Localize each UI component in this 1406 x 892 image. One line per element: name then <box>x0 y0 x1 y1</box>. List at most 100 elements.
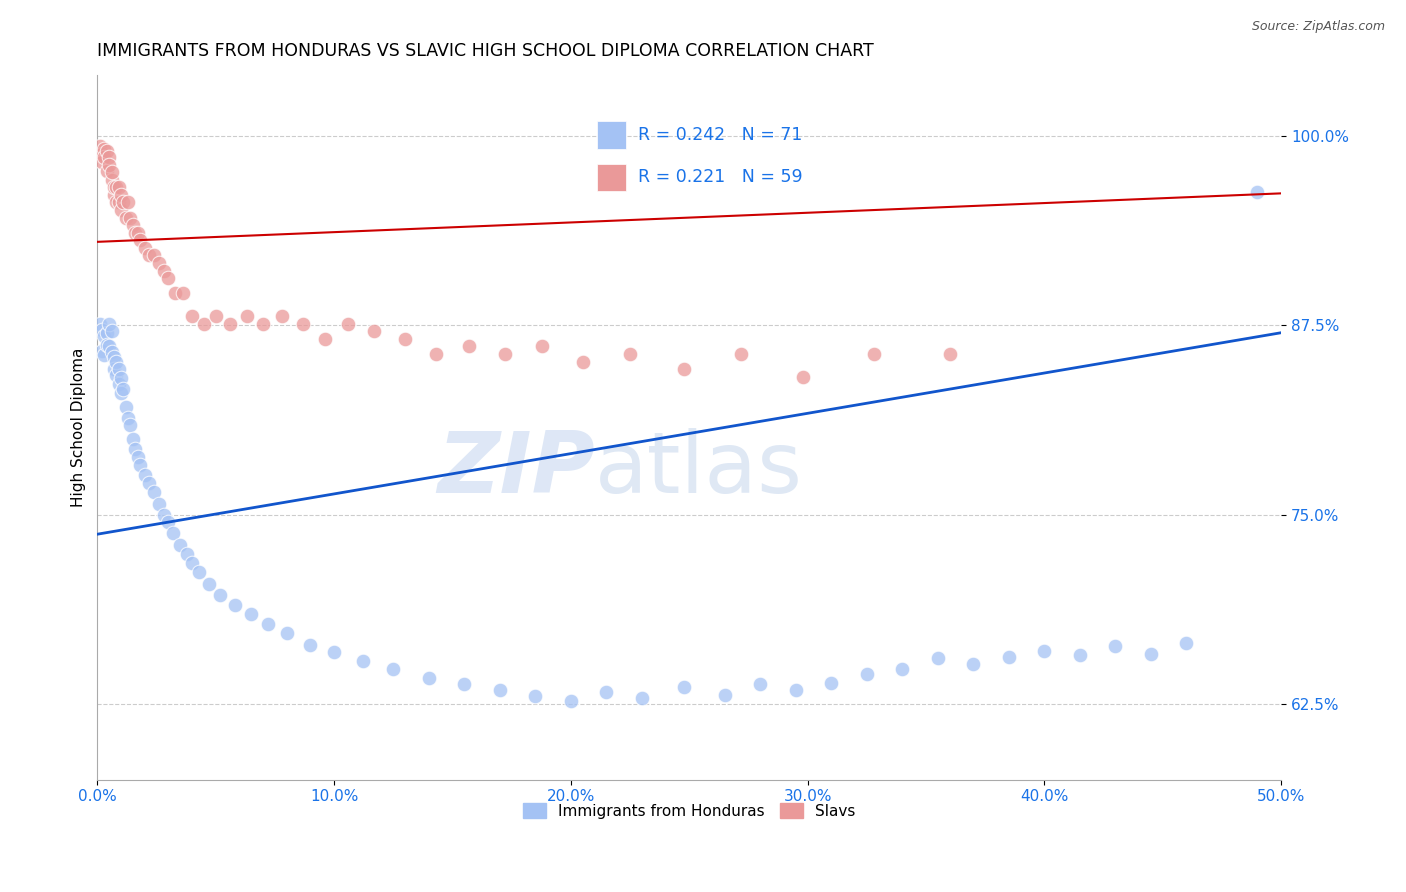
Point <box>112 195 135 210</box>
Point <box>148 497 170 511</box>
Point <box>363 324 385 338</box>
Point <box>157 271 180 285</box>
Point <box>98 158 121 172</box>
Point <box>673 362 696 376</box>
Point <box>418 671 440 685</box>
Point <box>252 317 274 331</box>
Point <box>1175 636 1198 650</box>
Point <box>271 309 294 323</box>
Point <box>524 690 547 704</box>
Point <box>103 180 125 194</box>
Point <box>96 338 118 352</box>
Point <box>120 418 142 433</box>
Point <box>107 377 129 392</box>
Point <box>110 187 132 202</box>
Point <box>134 468 156 483</box>
Point <box>314 332 336 346</box>
Point <box>129 233 152 247</box>
Point <box>998 649 1021 664</box>
Point <box>792 369 814 384</box>
Text: Source: ZipAtlas.com: Source: ZipAtlas.com <box>1251 20 1385 33</box>
Point <box>1069 648 1091 663</box>
Point <box>863 347 886 361</box>
Point <box>124 442 146 457</box>
Point <box>89 139 111 153</box>
Point <box>488 683 510 698</box>
Point <box>114 211 136 225</box>
Point <box>138 475 160 490</box>
Point <box>157 515 180 529</box>
Point <box>100 324 122 338</box>
Point <box>219 317 242 331</box>
Point <box>560 694 582 708</box>
Point <box>938 347 960 361</box>
Point <box>855 666 877 681</box>
Point <box>176 547 198 561</box>
Point <box>96 163 118 178</box>
Point <box>98 339 121 353</box>
Point <box>204 309 226 323</box>
Point <box>162 525 184 540</box>
Point <box>927 651 949 665</box>
Point <box>209 588 232 602</box>
Point <box>323 645 346 659</box>
Point <box>240 607 263 622</box>
Point <box>962 657 984 672</box>
Point <box>891 662 914 676</box>
Point <box>713 688 735 702</box>
Point <box>89 148 111 162</box>
Point <box>98 150 121 164</box>
Point <box>352 655 374 669</box>
Point <box>103 187 125 202</box>
Point <box>91 323 114 337</box>
Point <box>100 165 122 179</box>
Point <box>96 326 118 340</box>
Point <box>337 317 360 331</box>
Point <box>188 565 211 579</box>
Point <box>110 371 132 385</box>
Point <box>595 684 617 698</box>
Point <box>96 144 118 158</box>
Point <box>89 317 111 331</box>
Point <box>224 599 246 613</box>
Point <box>181 309 204 323</box>
Point <box>299 638 322 652</box>
Point <box>749 677 772 691</box>
Point <box>785 683 807 698</box>
Point <box>148 256 170 270</box>
Point <box>91 154 114 169</box>
Point <box>103 350 125 364</box>
Point <box>127 450 149 464</box>
Point <box>292 317 315 331</box>
Point <box>181 556 204 570</box>
Point <box>91 147 114 161</box>
Point <box>673 680 696 694</box>
Point <box>394 332 416 346</box>
Point <box>143 248 166 262</box>
Point <box>98 317 121 331</box>
Point <box>105 180 128 194</box>
Point <box>143 484 166 499</box>
Point <box>382 662 405 676</box>
Point <box>1104 640 1126 654</box>
Point <box>93 348 115 362</box>
Y-axis label: High School Diploma: High School Diploma <box>72 348 86 507</box>
Point <box>110 202 132 217</box>
Point <box>820 675 842 690</box>
Point <box>105 195 128 210</box>
Point <box>1246 185 1268 199</box>
Point <box>531 339 554 353</box>
Text: atlas: atlas <box>595 428 803 511</box>
Point <box>730 347 752 361</box>
Point <box>117 410 139 425</box>
Point <box>112 382 135 396</box>
Legend: Immigrants from Honduras, Slavs: Immigrants from Honduras, Slavs <box>517 797 862 825</box>
Point <box>93 328 115 343</box>
Text: ZIP: ZIP <box>437 428 595 511</box>
Text: IMMIGRANTS FROM HONDURAS VS SLAVIC HIGH SCHOOL DIPLOMA CORRELATION CHART: IMMIGRANTS FROM HONDURAS VS SLAVIC HIGH … <box>97 42 875 60</box>
Point <box>124 226 146 240</box>
Point <box>425 347 447 361</box>
Point <box>152 263 174 277</box>
Point <box>127 226 149 240</box>
Point <box>494 347 516 361</box>
